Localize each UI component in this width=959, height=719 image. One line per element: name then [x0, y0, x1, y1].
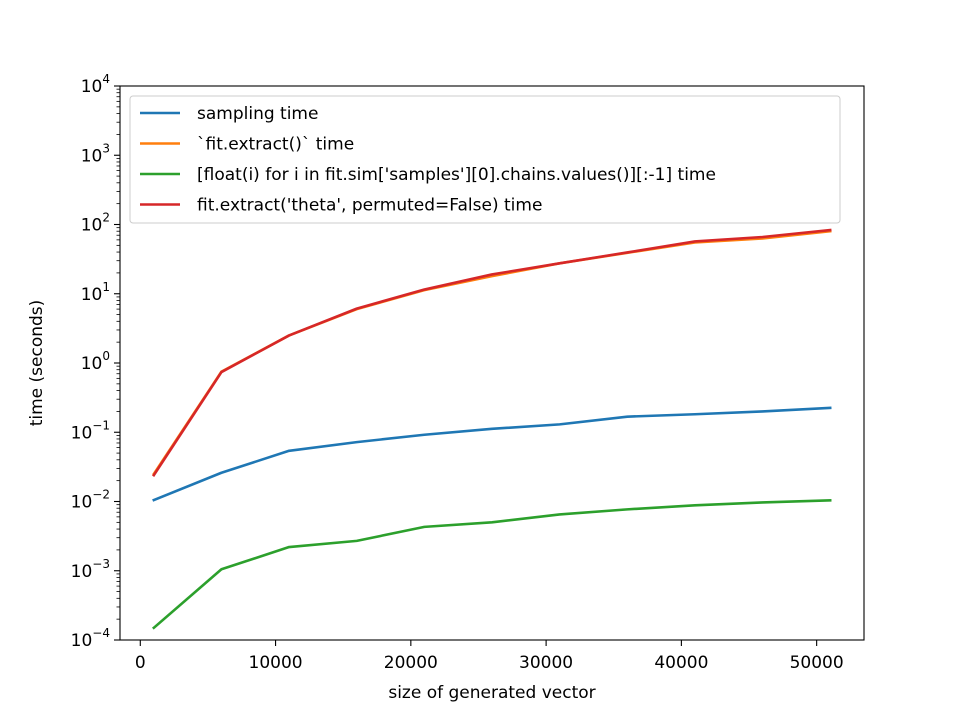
y-tick-label: 10−4 [71, 626, 110, 651]
y-tick-label: 103 [81, 141, 110, 166]
y-tick-label: 100 [81, 349, 110, 374]
y-tick-label: 10−2 [71, 488, 110, 513]
x-tick-label: 0 [135, 653, 146, 673]
x-tick-label: 20000 [384, 653, 438, 673]
y-axis: 10−4 10−3 10−2 10−1 100 101 102 103 104 [71, 72, 120, 651]
series-line-0 [152, 406, 832, 502]
legend: sampling time `fit.extract()` time [float(… [129, 95, 841, 224]
y-tick-label: 10−3 [71, 557, 110, 582]
legend-label-0: sampling time [197, 104, 318, 124]
y-axis-label: time (seconds) [27, 300, 47, 427]
series-line-3 [152, 228, 832, 477]
legend-label-1: `fit.extract()` time [197, 135, 354, 155]
x-tick-label: 10000 [249, 653, 303, 673]
legend-box [129, 95, 841, 224]
x-axis: 0 10000 20000 30000 40000 50000 [135, 640, 844, 673]
y-tick-label: 102 [81, 211, 110, 236]
y-tick-label: 10−1 [71, 418, 110, 443]
series-line-2 [151, 498, 832, 630]
x-tick-label: 50000 [790, 653, 844, 673]
series-lines [151, 228, 832, 630]
x-tick-label: 40000 [654, 653, 708, 673]
x-tick-label: 30000 [519, 653, 573, 673]
x-axis-label: size of generated vector [388, 683, 595, 703]
y-tick-label: 101 [81, 280, 110, 305]
legend-label-3: fit.extract('theta', permuted=False) tim… [197, 196, 542, 216]
legend-label-2: [float(i) for i in fit.sim['samples'][0]… [197, 165, 716, 185]
y-tick-label: 104 [81, 72, 110, 97]
